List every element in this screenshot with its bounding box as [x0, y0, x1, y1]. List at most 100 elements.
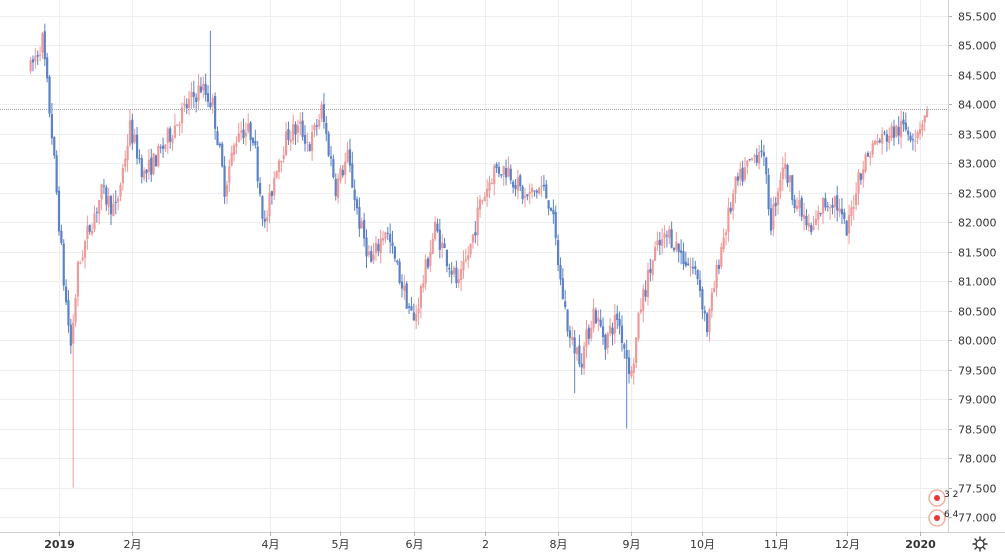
candle-body: [429, 252, 432, 266]
candle: [620, 315, 624, 352]
candle: [902, 111, 905, 132]
candle-body: [348, 149, 352, 166]
candle-body: [277, 160, 281, 172]
candle-body: [533, 190, 536, 192]
candle-body: [613, 314, 616, 334]
candle-body: [211, 97, 214, 106]
candle: [223, 156, 226, 204]
candle-body: [486, 188, 489, 198]
candle: [800, 195, 803, 221]
candle-body: [308, 144, 311, 152]
candle-body: [299, 121, 302, 124]
candle: [869, 151, 872, 166]
candle: [109, 194, 113, 226]
candle-body: [34, 56, 37, 62]
candle: [325, 116, 328, 142]
candle: [594, 307, 598, 324]
candle-body: [178, 124, 181, 126]
candle: [616, 305, 619, 329]
candle: [923, 115, 926, 132]
candle: [202, 76, 205, 99]
candle-body: [590, 327, 593, 339]
candle: [426, 256, 430, 270]
candle-body: [107, 196, 110, 207]
candle-body: [334, 178, 337, 197]
candle-body: [327, 133, 330, 156]
badge-label: 6 4: [944, 510, 959, 520]
candle: [675, 231, 678, 253]
event-badge[interactable]: 6 4: [928, 509, 959, 527]
candle: [630, 366, 633, 379]
candle: [443, 237, 446, 249]
candle-body: [878, 140, 881, 143]
candle-body: [592, 308, 595, 329]
candle: [128, 109, 132, 148]
candle-body: [303, 135, 307, 144]
candle-body: [381, 238, 385, 241]
candle: [592, 298, 595, 333]
candle-body: [313, 125, 316, 131]
candle: [852, 195, 855, 221]
candle: [734, 176, 737, 204]
candle: [585, 319, 588, 358]
candle: [583, 341, 586, 375]
candle: [433, 216, 437, 242]
candle-body: [907, 130, 910, 135]
y-tick-label: 78.000: [958, 453, 997, 466]
candle: [862, 160, 865, 188]
candle-body: [329, 156, 333, 159]
candle: [857, 168, 860, 206]
candle-body: [495, 164, 498, 169]
candle: [831, 197, 834, 215]
candle: [249, 120, 252, 152]
candle-body: [857, 172, 860, 194]
candle: [235, 136, 238, 154]
candle-body: [812, 226, 815, 231]
candle: [850, 200, 853, 226]
candle-body: [483, 196, 486, 202]
candle-body: [114, 201, 117, 204]
y-tick-label: 82.000: [958, 217, 997, 230]
candle: [604, 333, 607, 360]
candle: [556, 234, 560, 272]
candle: [533, 190, 536, 197]
candle-body: [793, 199, 796, 209]
candle: [807, 214, 810, 232]
candle-body: [289, 139, 292, 143]
candle-body: [405, 283, 408, 309]
candle: [306, 132, 309, 153]
candle: [258, 177, 262, 197]
candle-body: [713, 287, 716, 293]
candle: [284, 121, 288, 156]
event-badges[interactable]: 3 2 6 4: [928, 489, 959, 527]
candle: [270, 190, 273, 205]
candle-body: [831, 205, 834, 208]
candle-body: [703, 310, 706, 314]
candle-body: [102, 185, 106, 187]
candle: [211, 93, 214, 114]
candle: [256, 141, 259, 188]
candle-body: [424, 259, 427, 284]
candle-body: [653, 247, 657, 261]
candle: [814, 210, 818, 226]
event-badge[interactable]: 3 2: [928, 489, 958, 507]
candle-body: [838, 208, 841, 213]
candle-body: [109, 196, 113, 215]
candle-body: [890, 125, 893, 138]
candle: [438, 218, 441, 259]
candle: [76, 260, 80, 307]
candle-body: [847, 215, 851, 234]
candle: [762, 144, 765, 167]
candle-body: [72, 322, 75, 344]
y-tick-label: 81.500: [958, 247, 997, 260]
candle-body: [781, 167, 784, 180]
candle: [706, 311, 709, 337]
candle: [523, 187, 527, 208]
candle: [663, 225, 666, 249]
x-tick-label: 2月: [124, 538, 142, 551]
candle: [566, 309, 569, 337]
candle-body: [389, 233, 392, 243]
settings-button[interactable]: [972, 536, 988, 552]
